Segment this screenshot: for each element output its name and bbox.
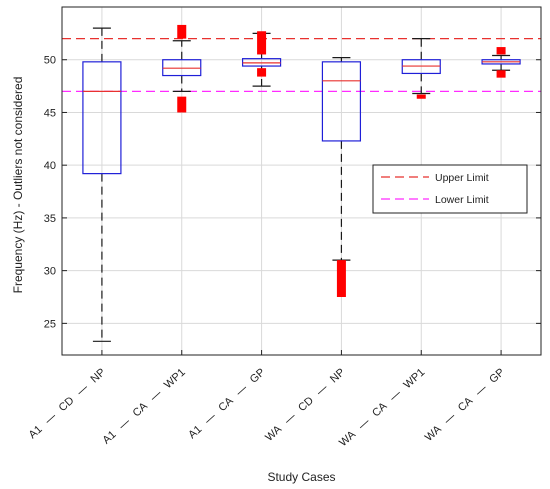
boxes [82, 24, 521, 342]
x-tick-label-part: WP1 [402, 366, 428, 391]
x-tick-label-part: — [356, 416, 372, 432]
x-tick-label-part: CD [296, 395, 316, 415]
x-tick-label-part: — [387, 388, 403, 404]
x-tick-label: WA—CA—GP [423, 366, 507, 444]
x-tick-label-part: — [442, 411, 458, 427]
box [321, 61, 362, 142]
x-tick-label-part: CA [456, 395, 476, 415]
x-tick-label-part: GP [248, 366, 268, 386]
x-tick-label-part: — [282, 411, 298, 427]
legend-label: Lower Limit [435, 194, 489, 206]
legend-label: Upper Limit [435, 172, 489, 184]
box [82, 61, 122, 175]
x-tick-label-part: CA [370, 400, 390, 420]
y-axis-ticks: 25 30 35 40 45 50 [44, 55, 541, 330]
x-tick-label-part: WA [423, 423, 444, 444]
x-tick-label: A1—CA—WP1 [101, 366, 188, 446]
x-tick-label-part: — [116, 416, 132, 432]
x-tick-label-part: A1 [27, 423, 45, 441]
box-group [401, 38, 441, 99]
box-group [481, 47, 521, 78]
x-tick-label-part: WA [337, 428, 358, 449]
box-group [82, 27, 122, 342]
legend: Upper Limit Lower Limit [372, 164, 528, 214]
x-tick-label-part: CA [216, 395, 236, 415]
x-tick-label-part: — [234, 382, 250, 398]
x-tick-label-part: — [202, 411, 218, 427]
plot-frame [61, 6, 542, 356]
x-tick-label: WA—CD—NP [263, 366, 347, 443]
x-tick-label-part: NP [328, 366, 347, 385]
x-tick-label-part: — [43, 411, 59, 427]
outlier-cluster [257, 68, 267, 77]
x-tick-label: WA—CA—WP1 [337, 366, 427, 449]
outlier-cluster [496, 70, 506, 78]
x-tick-label-part: — [148, 388, 164, 404]
reference-lines [62, 37, 541, 93]
outlier-cluster [496, 47, 506, 55]
x-axis-label: Study Cases [267, 470, 335, 484]
x-axis-ticks: A1—CD—NPA1—CA—WP1A1—CA—GPWA—CD—NPWA—CA—W… [27, 350, 507, 449]
x-tick-label-part: — [473, 382, 489, 398]
x-tick-label-part: WP1 [162, 366, 188, 391]
box-group [241, 31, 282, 87]
y-tick-label: 35 [44, 213, 56, 225]
x-tick-label-part: — [314, 382, 330, 398]
legend-box [372, 164, 528, 214]
y-tick-label: 30 [44, 266, 56, 278]
outlier-cluster [336, 260, 346, 297]
outlier-cluster [257, 31, 267, 55]
y-tick-label: 25 [44, 318, 56, 330]
x-tick-label-part: A1 [186, 423, 204, 441]
x-tick-label-part: CD [57, 395, 77, 415]
x-tick-label-part: CA [131, 400, 151, 420]
x-tick-label-part: NP [89, 366, 108, 385]
x-tick-label-part: A1 [101, 429, 119, 447]
outlier-cluster [177, 24, 187, 39]
x-tick-label-part: GP [487, 366, 507, 386]
y-tick-label: 40 [44, 160, 56, 172]
y-tick-label: 50 [44, 55, 56, 67]
outlier-cluster [416, 94, 426, 99]
x-tick-label-part: — [74, 382, 90, 398]
box-group [321, 57, 362, 297]
y-axis-label: Frequency (Hz) - Outliers not considered [11, 77, 25, 294]
outlier-cluster [177, 96, 187, 113]
x-tick-label: A1—CD—NP [27, 366, 108, 441]
x-tick-label-part: WA [263, 423, 284, 444]
y-tick-label: 45 [44, 107, 56, 119]
x-tick-label: A1—CA—GP [186, 366, 267, 441]
box-group [162, 24, 202, 113]
